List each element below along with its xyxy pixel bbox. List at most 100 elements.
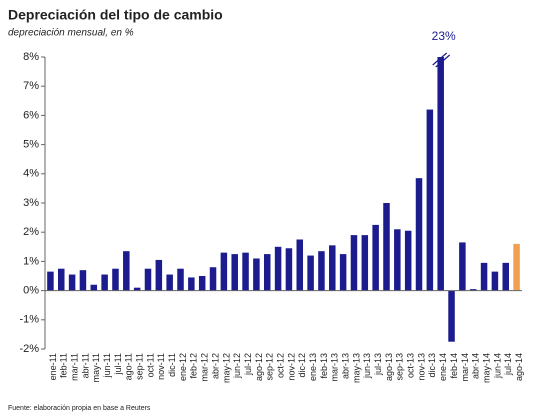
y-tick-label: 4% bbox=[23, 168, 39, 180]
bar bbox=[318, 251, 325, 291]
bar bbox=[469, 289, 477, 291]
x-tick-label: ene-14 bbox=[438, 353, 448, 381]
bar bbox=[58, 268, 65, 291]
bar bbox=[404, 230, 412, 291]
bar bbox=[502, 262, 509, 291]
x-tick-label: feb-11 bbox=[59, 353, 69, 378]
y-tick-label: 3% bbox=[23, 197, 39, 209]
x-tick-label: abr-14 bbox=[471, 353, 481, 379]
bars bbox=[47, 57, 520, 342]
x-tick-label: oct-13 bbox=[406, 353, 416, 378]
x-tick-label: feb-14 bbox=[449, 353, 459, 379]
bar bbox=[394, 229, 401, 291]
bar bbox=[123, 251, 130, 291]
x-tick-label: feb-12 bbox=[189, 353, 199, 379]
bar bbox=[329, 245, 336, 291]
bar bbox=[79, 270, 87, 291]
y-tick-label: 5% bbox=[23, 139, 39, 151]
bar bbox=[47, 271, 54, 291]
y-tick-label: 8% bbox=[23, 51, 39, 63]
bar bbox=[459, 242, 466, 291]
y-tick-label: 7% bbox=[23, 80, 39, 92]
bar bbox=[361, 235, 369, 291]
x-tick-label: dic-11 bbox=[167, 353, 177, 377]
bar bbox=[513, 243, 520, 291]
x-tick-label: oct-11 bbox=[145, 353, 155, 377]
bar bbox=[491, 271, 499, 291]
axis-break bbox=[435, 54, 451, 68]
x-tick-label: dic-13 bbox=[427, 353, 437, 378]
bar bbox=[296, 239, 304, 291]
x-tick-label: jul-14 bbox=[503, 353, 513, 376]
bar bbox=[112, 268, 119, 291]
bar bbox=[437, 57, 444, 291]
x-tick-label: may-12 bbox=[221, 353, 231, 383]
x-tick-label: ago-12 bbox=[254, 353, 264, 381]
x-tick-label: feb-13 bbox=[319, 353, 329, 379]
bar bbox=[220, 252, 228, 291]
x-tick-label: ene-13 bbox=[308, 353, 318, 381]
x-tick-label: jul-11 bbox=[113, 353, 123, 375]
bar bbox=[209, 267, 217, 291]
x-tick-label: ene-11 bbox=[48, 353, 58, 380]
x-tick-label: nov-11 bbox=[156, 353, 166, 380]
bar bbox=[426, 109, 434, 291]
bar bbox=[231, 254, 238, 291]
x-tick-label: mar-12 bbox=[200, 353, 210, 382]
y-tick-label: -2% bbox=[19, 343, 39, 355]
axis-break bbox=[432, 52, 448, 66]
bar bbox=[415, 178, 423, 291]
bar bbox=[68, 274, 76, 291]
bar bbox=[242, 252, 249, 291]
x-tick-label: ago-14 bbox=[514, 353, 524, 381]
x-tick-label: abr-13 bbox=[341, 353, 351, 379]
bar bbox=[101, 274, 108, 291]
bar bbox=[339, 254, 347, 291]
bar bbox=[372, 224, 379, 291]
x-tick-label: may-14 bbox=[481, 353, 491, 383]
x-tick-label: may-13 bbox=[351, 353, 361, 383]
bar bbox=[177, 268, 184, 291]
chart-subtitle: depreciación mensual, en % bbox=[8, 28, 134, 39]
x-tick-label: nov-12 bbox=[286, 353, 296, 381]
bar bbox=[350, 235, 358, 291]
x-tick-label: nov-13 bbox=[416, 353, 426, 381]
x-tick-label: sep-11 bbox=[135, 353, 145, 380]
x-tick-label: jun-11 bbox=[102, 353, 112, 378]
y-tick-label: 0% bbox=[23, 285, 39, 297]
chart-title: Depreciación del tipo de cambio bbox=[8, 7, 223, 23]
x-tick-label: mar-13 bbox=[330, 353, 340, 382]
x-tick-label: jul-13 bbox=[373, 353, 383, 376]
bar bbox=[188, 277, 195, 291]
x-tick-label: mar-14 bbox=[460, 353, 470, 382]
x-tick-label: jun-13 bbox=[362, 353, 372, 379]
bar bbox=[90, 284, 98, 291]
x-tick-label: abr-11 bbox=[80, 353, 90, 378]
x-tick-label: dic-12 bbox=[297, 353, 307, 378]
bar bbox=[253, 258, 260, 291]
x-tick-label: ago-11 bbox=[124, 353, 134, 380]
y-tick-label: -1% bbox=[19, 314, 39, 326]
bar bbox=[263, 254, 271, 291]
x-tick-label: mar-11 bbox=[69, 353, 79, 381]
bar bbox=[198, 276, 206, 291]
x-tick-label: oct-12 bbox=[275, 353, 285, 378]
x-tick-label: jul-12 bbox=[243, 353, 253, 376]
bar bbox=[448, 290, 455, 342]
bar bbox=[274, 246, 282, 291]
y-tick-label: 1% bbox=[23, 255, 39, 267]
x-tick-label: sep-13 bbox=[395, 353, 405, 381]
x-tick-label: jun-12 bbox=[232, 353, 242, 379]
bar bbox=[480, 262, 488, 291]
bar bbox=[383, 203, 390, 291]
x-tick-label: may-11 bbox=[91, 353, 101, 382]
x-tick-label: ene-12 bbox=[178, 353, 188, 381]
x-tick-label: abr-12 bbox=[210, 353, 220, 379]
bar bbox=[133, 287, 141, 291]
x-tick-label: jun-14 bbox=[492, 353, 502, 379]
y-tick-label: 2% bbox=[23, 226, 39, 238]
bar bbox=[144, 268, 152, 291]
annotation: 23% bbox=[432, 29, 456, 43]
y-tick-label: 6% bbox=[23, 109, 39, 121]
